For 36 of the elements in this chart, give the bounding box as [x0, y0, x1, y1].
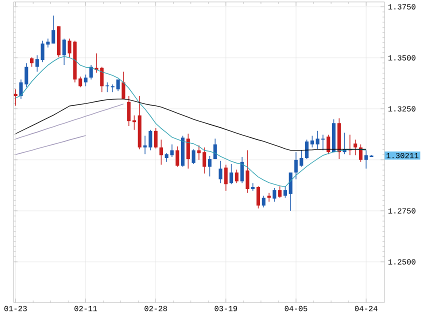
candlestick: [230, 164, 234, 185]
candlestick: [326, 134, 330, 155]
candlestick: [246, 150, 250, 194]
candlestick: [272, 188, 276, 202]
candlestick: [267, 192, 271, 202]
candlestick: [35, 54, 39, 72]
candlestick: [234, 169, 238, 184]
candlestick: [62, 38, 66, 66]
candlestick: [30, 56, 34, 68]
candlestick: [202, 147, 206, 174]
candlestick: [288, 172, 292, 212]
candlestick: [208, 156, 212, 177]
candlestick: [116, 79, 120, 92]
candlestick: [218, 160, 222, 184]
candlestick: [305, 139, 309, 160]
candlestick: [358, 144, 363, 162]
candlestick: [84, 74, 88, 87]
candlestick: [251, 182, 255, 192]
candlestick: [262, 195, 266, 208]
candlestick: [256, 186, 260, 209]
candlestick: [186, 133, 190, 170]
candlestick: [278, 186, 282, 198]
candlestick: [192, 148, 196, 164]
candlestick: [354, 139, 358, 156]
candlestick: [310, 135, 314, 148]
candlestick: [240, 156, 244, 184]
candlestick: [14, 88, 18, 106]
candlestick: [176, 146, 180, 168]
candlestick: [159, 139, 163, 166]
candlestick: [127, 96, 131, 126]
candlestick: [52, 15, 56, 44]
candlestick: [283, 186, 288, 198]
candlestick: [122, 71, 126, 100]
candlestick: [154, 128, 158, 149]
candlestick: [78, 76, 82, 88]
candlestick: [224, 164, 228, 192]
